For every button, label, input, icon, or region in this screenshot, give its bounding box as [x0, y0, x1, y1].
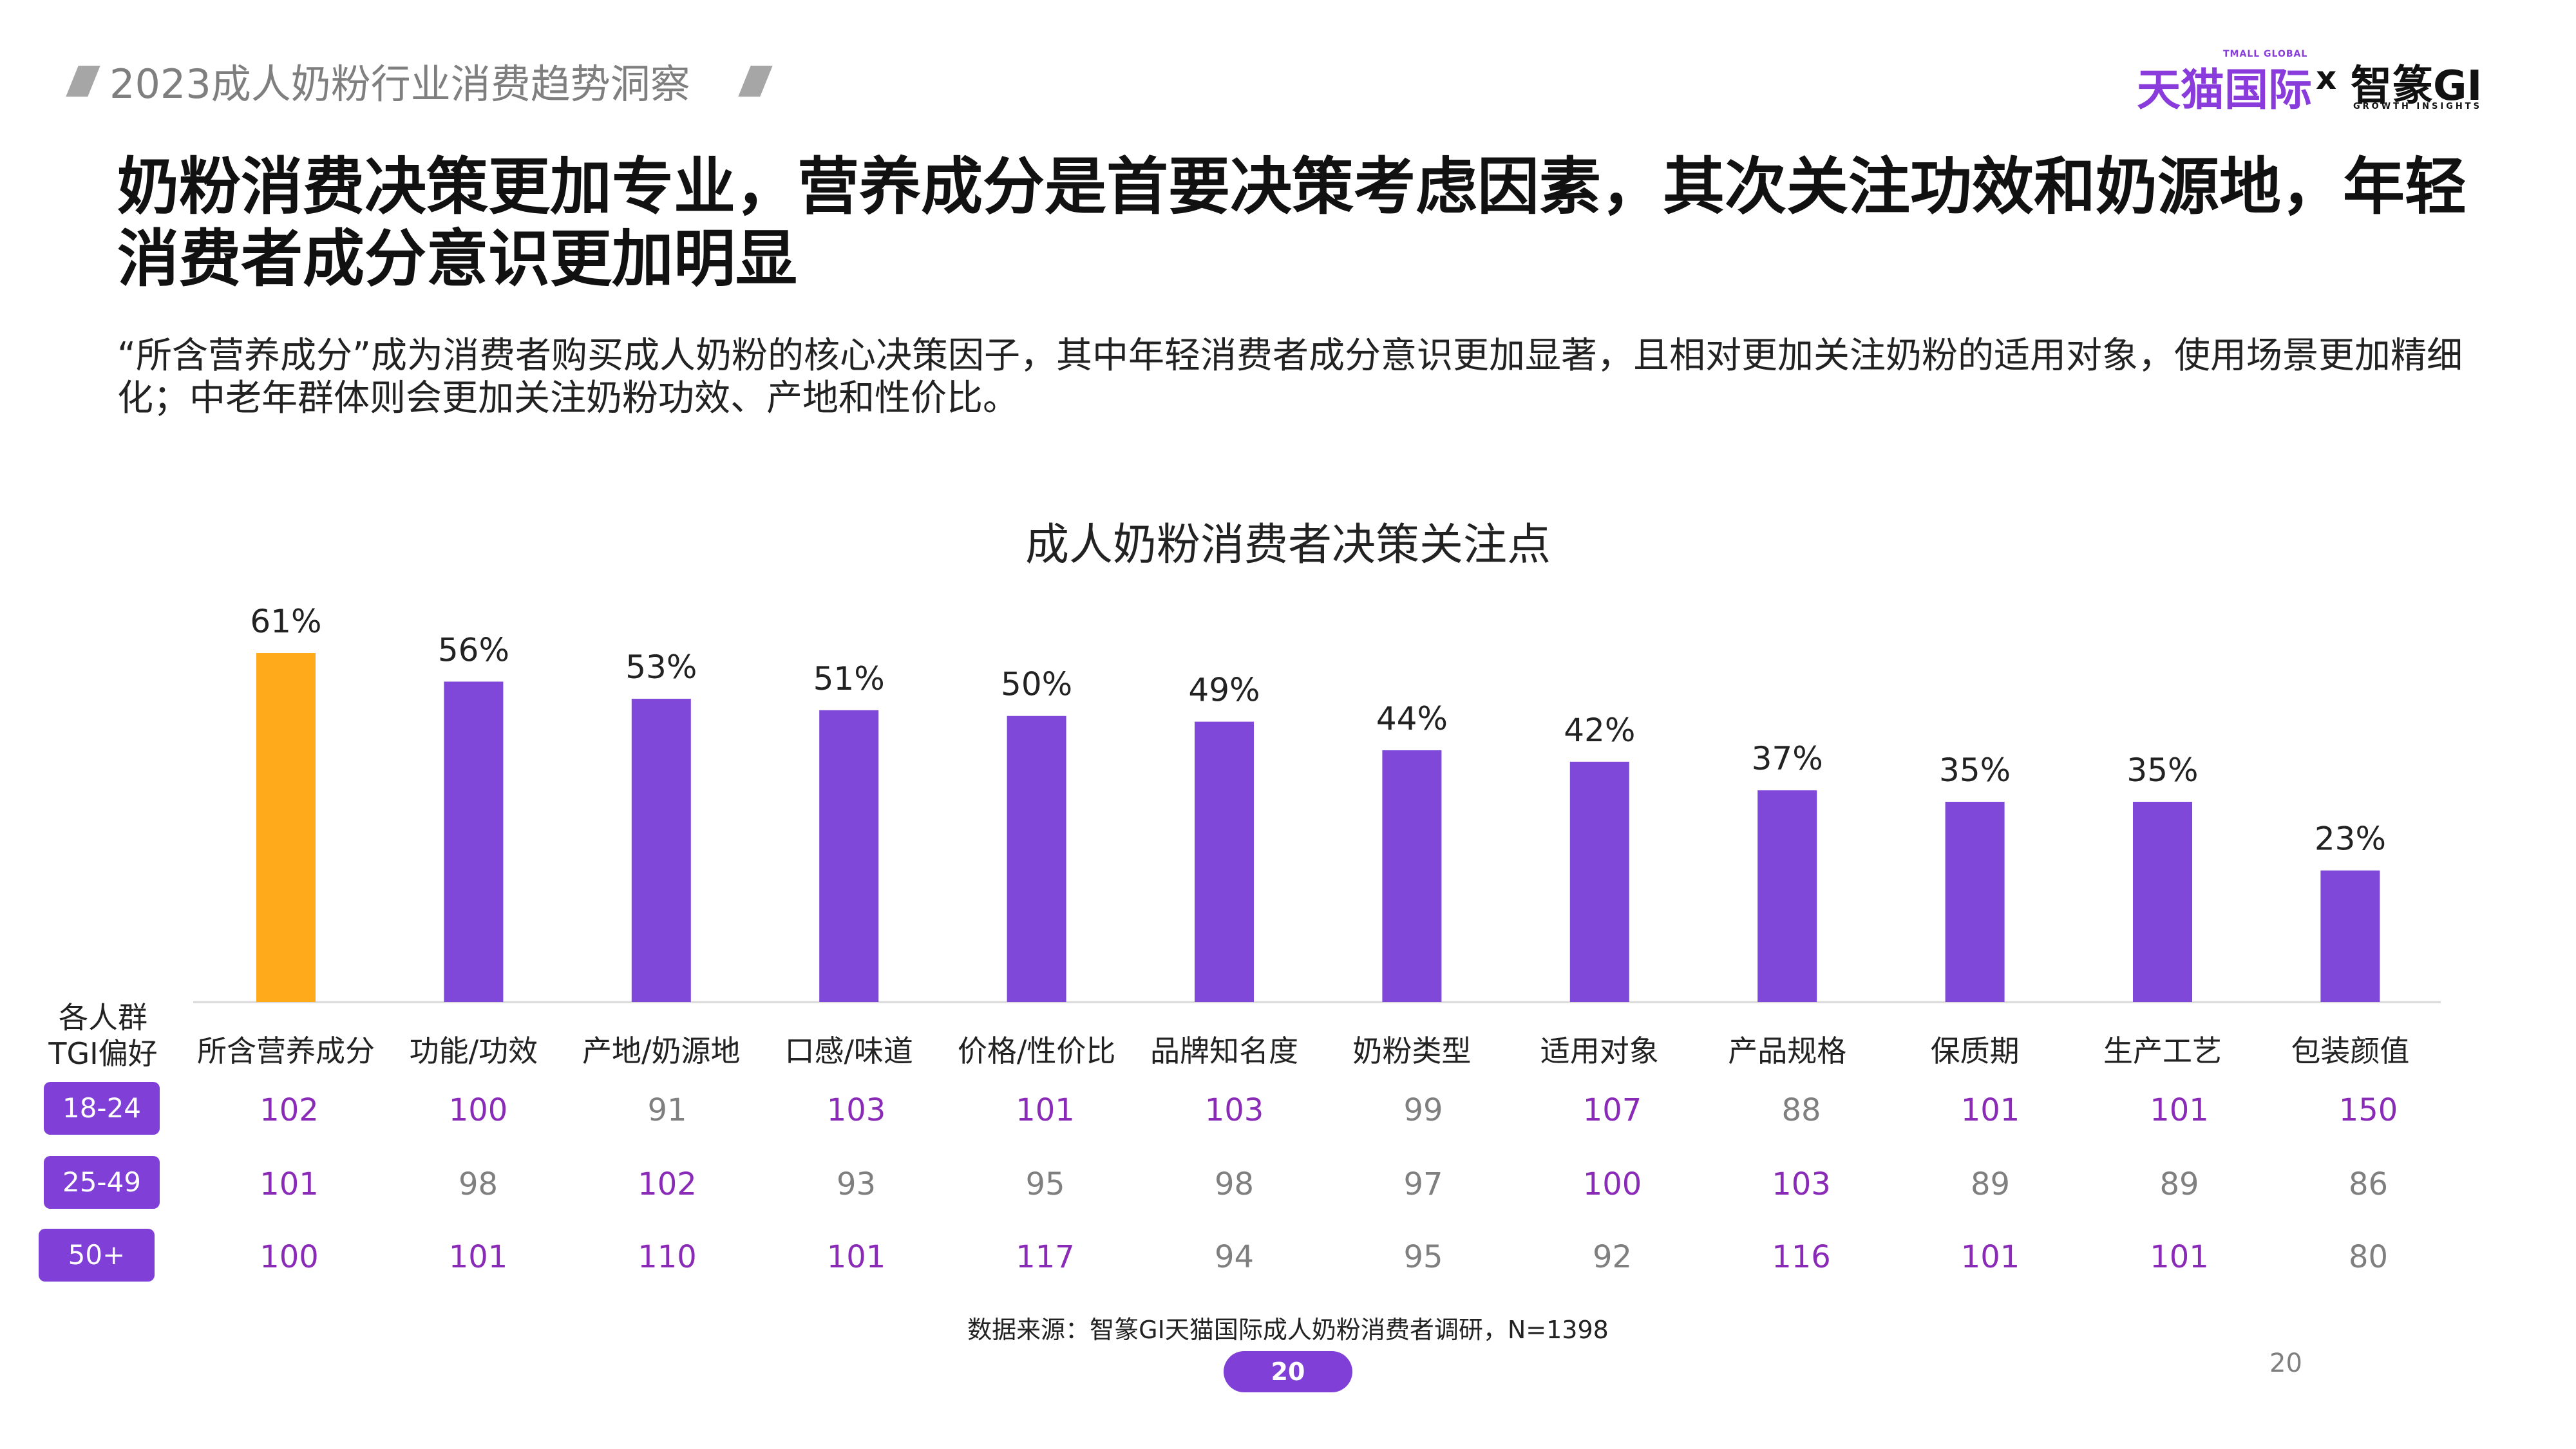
tgi-value-r2-c2: 110: [638, 1239, 697, 1275]
bar-0: [256, 653, 316, 1002]
tgi-value-r1-c8: 103: [1772, 1166, 1831, 1202]
bar-3: [819, 710, 879, 1002]
bar-8: [1757, 790, 1817, 1002]
bar-value-label-6: 44%: [1376, 700, 1448, 737]
tgi-value-r1-c9: 89: [1970, 1166, 2011, 1202]
category-label-1: 功能/功效: [410, 1034, 538, 1068]
tgi-value-r1-c0: 101: [260, 1166, 319, 1202]
tgi-header-line: TGI偏好: [48, 1036, 158, 1071]
tgi-value-r1-c1: 98: [458, 1166, 498, 1202]
bar-6: [1382, 750, 1442, 1002]
page-number: 20: [2269, 1349, 2302, 1378]
tgi-value-r2-c1: 101: [448, 1239, 508, 1275]
tgi-value-r1-c4: 95: [1025, 1166, 1065, 1202]
bar-value-label-0: 61%: [250, 603, 321, 640]
category-label-4: 价格/性价比: [958, 1034, 1116, 1068]
bar-value-label-8: 37%: [1752, 740, 1823, 777]
age-group-badge-1: 25-49: [44, 1156, 160, 1209]
category-label-5: 品牌知名度: [1150, 1034, 1298, 1068]
bar-9: [1945, 802, 2005, 1002]
tgi-value-r2-c4: 117: [1016, 1239, 1075, 1275]
tgi-value-r1-c7: 100: [1582, 1166, 1642, 1202]
bar-2: [631, 699, 691, 1002]
bar-11: [2320, 870, 2380, 1002]
growth-insights-subtext: GROWTH INSIGHTS: [2353, 102, 2483, 111]
tgi-value-r1-c2: 102: [638, 1166, 697, 1202]
report-title: 2023成人奶粉行业消费趋势洞察: [109, 61, 690, 108]
bar-4: [1007, 715, 1066, 1002]
logo-separator: x: [2316, 59, 2337, 97]
category-label-0: 所含营养成分: [197, 1034, 375, 1068]
tgi-value-r0-c6: 99: [1403, 1092, 1443, 1128]
category-label-10: 生产工艺: [2103, 1034, 2222, 1068]
bar-value-label-7: 42%: [1564, 712, 1635, 749]
age-group-badge-2: 50+: [39, 1229, 155, 1282]
bar-value-label-4: 50%: [1001, 666, 1072, 703]
tgi-value-r2-c6: 95: [1403, 1239, 1443, 1275]
tgi-value-r1-c10: 89: [2159, 1166, 2199, 1202]
category-label-9: 保质期: [1931, 1034, 2020, 1068]
tgi-value-r2-c10: 101: [2150, 1239, 2209, 1275]
bar-value-label-2: 53%: [625, 649, 697, 686]
tgi-value-r2-c5: 94: [1214, 1239, 1255, 1275]
bar-7: [1569, 761, 1629, 1002]
bar-value-label-3: 51%: [813, 660, 885, 697]
page-pill: 20: [1224, 1351, 1352, 1392]
tgi-value-r1-c5: 98: [1214, 1166, 1255, 1202]
tgi-value-r0-c7: 107: [1582, 1092, 1642, 1128]
category-label-8: 产品规格: [1728, 1034, 1846, 1068]
tgi-value-r0-c1: 100: [448, 1092, 508, 1128]
age-group-badge-0: 18-24: [44, 1082, 160, 1135]
tgi-header-line: 各人群: [59, 1000, 147, 1035]
tgi-value-r0-c5: 103: [1204, 1092, 1264, 1128]
chart-title: 成人奶粉消费者决策关注点: [1025, 520, 1551, 571]
tgi-header: 各人群 TGI偏好: [39, 999, 167, 1072]
tgi-value-r1-c11: 86: [2348, 1166, 2389, 1202]
tgi-value-r2-c0: 100: [260, 1239, 319, 1275]
bar-value-label-11: 23%: [2315, 820, 2386, 858]
category-label-11: 包装颜值: [2291, 1034, 2409, 1068]
bar-value-label-10: 35%: [2126, 752, 2198, 789]
bar-value-label-1: 56%: [438, 631, 509, 668]
category-label-6: 奶粉类型: [1352, 1034, 1471, 1068]
bar-5: [1195, 721, 1254, 1002]
page-summary: “所含营养成分”成为消费者购买成人奶粉的核心决策因子，其中年轻消费者成分意识更加…: [117, 335, 2463, 419]
tgi-value-r0-c10: 101: [2150, 1092, 2209, 1128]
tgi-value-r0-c0: 102: [260, 1092, 319, 1128]
bar-value-label-5: 49%: [1188, 672, 1260, 709]
tmall-global-logo: 天猫国际: [2137, 65, 2313, 116]
tgi-value-r0-c9: 101: [1960, 1092, 2020, 1128]
tgi-value-r0-c2: 91: [647, 1092, 687, 1128]
tmall-logo-subtext: TMALL GLOBAL: [2223, 49, 2308, 59]
page-headline: 奶粉消费决策更加专业，营养成分是首要决策考虑因素，其次关注功效和奶源地，年轻消费…: [117, 151, 2467, 295]
data-source: 数据来源：智篆GI天猫国际成人奶粉消费者调研，N=1398: [967, 1316, 1609, 1344]
bar-10: [2133, 802, 2192, 1002]
tgi-value-r2-c3: 101: [826, 1239, 886, 1275]
tgi-value-r1-c3: 93: [836, 1166, 876, 1202]
tgi-value-r0-c4: 101: [1016, 1092, 1075, 1128]
tgi-value-r2-c9: 101: [1960, 1239, 2020, 1275]
category-label-3: 口感/味道: [784, 1034, 913, 1068]
growth-insights-logo: 智篆GI: [2351, 62, 2483, 110]
tgi-value-r1-c6: 97: [1403, 1166, 1443, 1202]
bar-value-label-9: 35%: [1939, 752, 2011, 789]
tgi-value-r0-c8: 88: [1781, 1092, 1821, 1128]
category-label-7: 适用对象: [1540, 1034, 1659, 1068]
category-label-2: 产地/奶源地: [582, 1034, 741, 1068]
tgi-value-r2-c8: 116: [1772, 1239, 1831, 1275]
tgi-value-r0-c11: 150: [2338, 1092, 2398, 1128]
tgi-value-r2-c11: 80: [2348, 1239, 2389, 1275]
tgi-value-r2-c7: 92: [1592, 1239, 1633, 1275]
tgi-value-r0-c3: 103: [826, 1092, 886, 1128]
bar-1: [444, 681, 504, 1002]
